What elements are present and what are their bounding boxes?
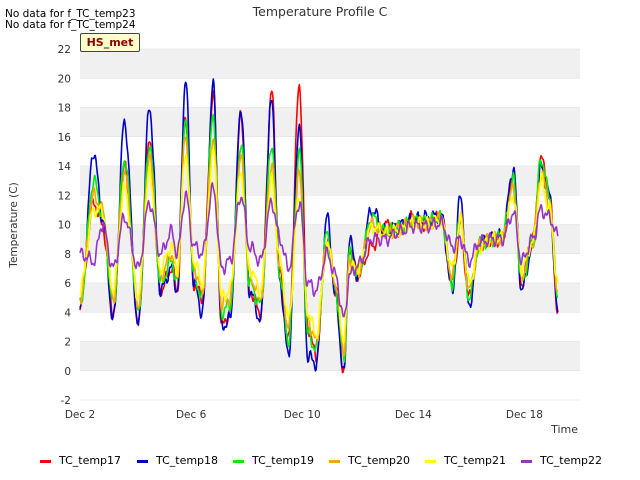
series-lines <box>79 78 559 374</box>
no-data-note-1: No data for f_TC_temp23 <box>5 8 136 20</box>
grid-band <box>80 136 580 166</box>
legend-label: TC_temp17 <box>59 454 122 467</box>
site-label-box: HS_met <box>80 33 140 52</box>
y-tick-label: 18 <box>58 103 71 115</box>
x-axis-label: Time <box>550 423 578 436</box>
legend-item-tc-temp20: TC_temp20 <box>329 452 410 470</box>
y-tick-label: 6 <box>64 278 71 290</box>
legend-label: TC_temp19 <box>252 454 315 467</box>
y-tick-label: -2 <box>61 395 71 407</box>
legend-swatch <box>233 459 244 463</box>
grid-band <box>80 49 580 79</box>
legend-label: TC_temp18 <box>156 454 219 467</box>
grid-band <box>80 341 580 371</box>
x-axis-ticks: Dec 2 Dec 6 Dec 10 Dec 14 Dec 18 <box>65 409 543 421</box>
y-axis-label: Temperature (C) <box>8 182 20 268</box>
legend-label: TC_temp20 <box>348 454 411 467</box>
no-data-note-2: No data for f_TC_temp24 <box>5 19 136 31</box>
legend-swatch <box>521 459 532 463</box>
grid-band <box>80 78 580 108</box>
x-tick-label: Dec 10 <box>284 409 321 421</box>
legend-swatch <box>137 459 148 463</box>
x-tick-label: Dec 14 <box>395 409 432 421</box>
grid-band <box>80 166 580 196</box>
legend-item-tc-temp21: TC_temp21 <box>425 452 506 470</box>
y-tick-label: 16 <box>58 132 72 144</box>
grid-band <box>80 312 580 342</box>
grid-band <box>80 107 580 137</box>
y-tick-label: 4 <box>64 307 71 319</box>
y-axis-ticks: -2 0 2 4 6 8 10 12 14 16 18 20 22 <box>58 44 72 407</box>
y-tick-label: 10 <box>58 220 71 232</box>
grid-band <box>80 283 580 313</box>
y-tick-label: 22 <box>58 44 71 56</box>
legend-item-tc-temp18: TC_temp18 <box>137 452 218 470</box>
chart-title: Temperature Profile C <box>252 4 388 19</box>
legend-label: TC_temp22 <box>540 454 603 467</box>
x-tick-label: Dec 18 <box>506 409 543 421</box>
y-tick-label: 0 <box>64 366 71 378</box>
legend-item-tc-temp22: TC_temp22 <box>521 452 602 470</box>
legend-swatch <box>40 459 51 463</box>
legend-item-tc-temp17: TC_temp17 <box>40 452 121 470</box>
y-tick-label: 12 <box>58 190 71 202</box>
legend-item-tc-temp19: TC_temp19 <box>233 452 314 470</box>
series-line-tc-temp21 <box>79 147 559 344</box>
legend-swatch <box>425 459 436 463</box>
y-tick-label: 14 <box>58 161 72 173</box>
grid-band <box>80 370 580 400</box>
legend-swatch <box>329 459 340 463</box>
y-tick-label: 8 <box>64 249 71 261</box>
series-line-tc-temp22 <box>79 182 559 318</box>
x-tick-label: Dec 6 <box>176 409 207 421</box>
grid-band <box>80 195 580 225</box>
x-tick-label: Dec 2 <box>65 409 95 421</box>
y-tick-label: 20 <box>58 73 71 85</box>
legend-label: TC_temp21 <box>444 454 507 467</box>
y-tick-label: 2 <box>64 337 71 349</box>
legend: TC_temp17 TC_temp18 TC_temp19 TC_temp20 … <box>0 452 640 472</box>
